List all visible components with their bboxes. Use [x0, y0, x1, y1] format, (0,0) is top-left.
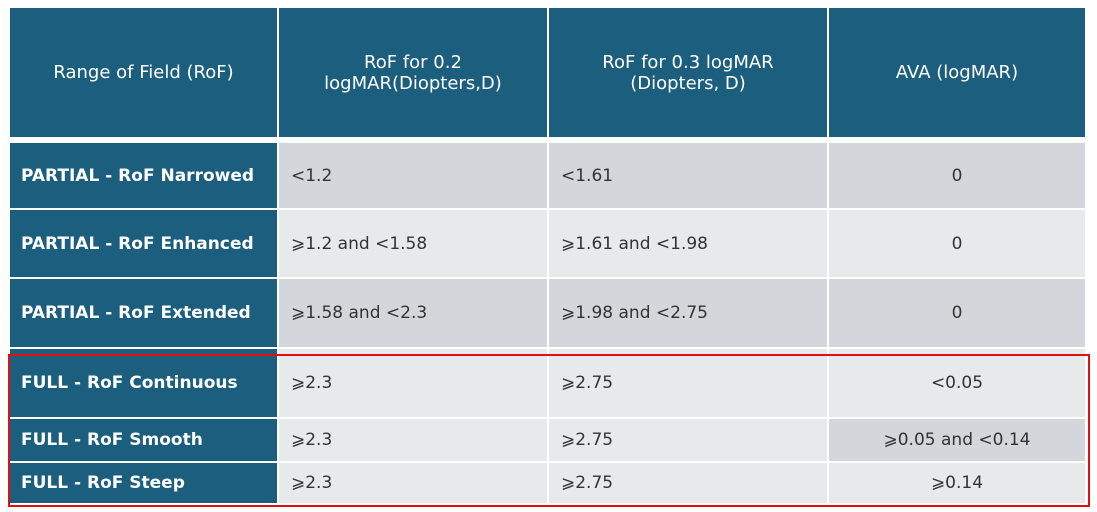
header-text: (Diopters, D) — [630, 72, 746, 94]
header-cell: AVA (logMAR) — [829, 8, 1085, 137]
header-text: RoF for 0.3 logMAR — [602, 51, 774, 73]
header-text: AVA (logMAR) — [895, 62, 1019, 83]
table-cell: 0 — [829, 279, 1085, 347]
row-label: FULL - RoF Smooth — [10, 419, 277, 461]
table-cell: ⩾1.98 and <2.75 — [549, 279, 827, 347]
table-cell: ⩾2.75 — [549, 349, 827, 417]
table-cell: ⩾1.61 and <1.98 — [549, 210, 827, 277]
table-cell: <1.2 — [279, 143, 547, 208]
table-cell: ⩾2.3 — [279, 419, 547, 461]
header-text: Range of Field (RoF) — [53, 62, 234, 83]
table-cell: ⩾2.75 — [549, 463, 827, 503]
table-cell: ⩾2.3 — [279, 349, 547, 417]
row-label: PARTIAL - RoF Extended — [10, 279, 277, 347]
header-cell: RoF for 0.2 logMAR(Diopters,D) — [279, 8, 547, 137]
header-cell: Range of Field (RoF) — [10, 8, 277, 137]
row-label: PARTIAL - RoF Enhanced — [10, 210, 277, 277]
table-cell: ⩾2.3 — [279, 463, 547, 503]
table-cell: ⩾1.2 and <1.58 — [279, 210, 547, 277]
table-cell: 0 — [829, 143, 1085, 208]
table-cell: ⩾1.58 and <2.3 — [279, 279, 547, 347]
row-label: FULL - RoF Steep — [10, 463, 277, 503]
table-cell: ⩾2.75 — [549, 419, 827, 461]
table-cell: 0 — [829, 210, 1085, 277]
row-label: PARTIAL - RoF Narrowed — [10, 143, 277, 208]
table-cell: <1.61 — [549, 143, 827, 208]
table-cell: <0.05 — [829, 349, 1085, 417]
table-cell: ⩾0.14 — [829, 463, 1085, 503]
table-cell: ⩾0.05 and <0.14 — [829, 419, 1085, 461]
header-text: logMAR(Diopters,D) — [324, 72, 502, 94]
header-text: RoF for 0.2 — [364, 51, 462, 73]
row-label: FULL - RoF Continuous — [10, 349, 277, 417]
header-cell: RoF for 0.3 logMAR (Diopters, D) — [549, 8, 827, 137]
